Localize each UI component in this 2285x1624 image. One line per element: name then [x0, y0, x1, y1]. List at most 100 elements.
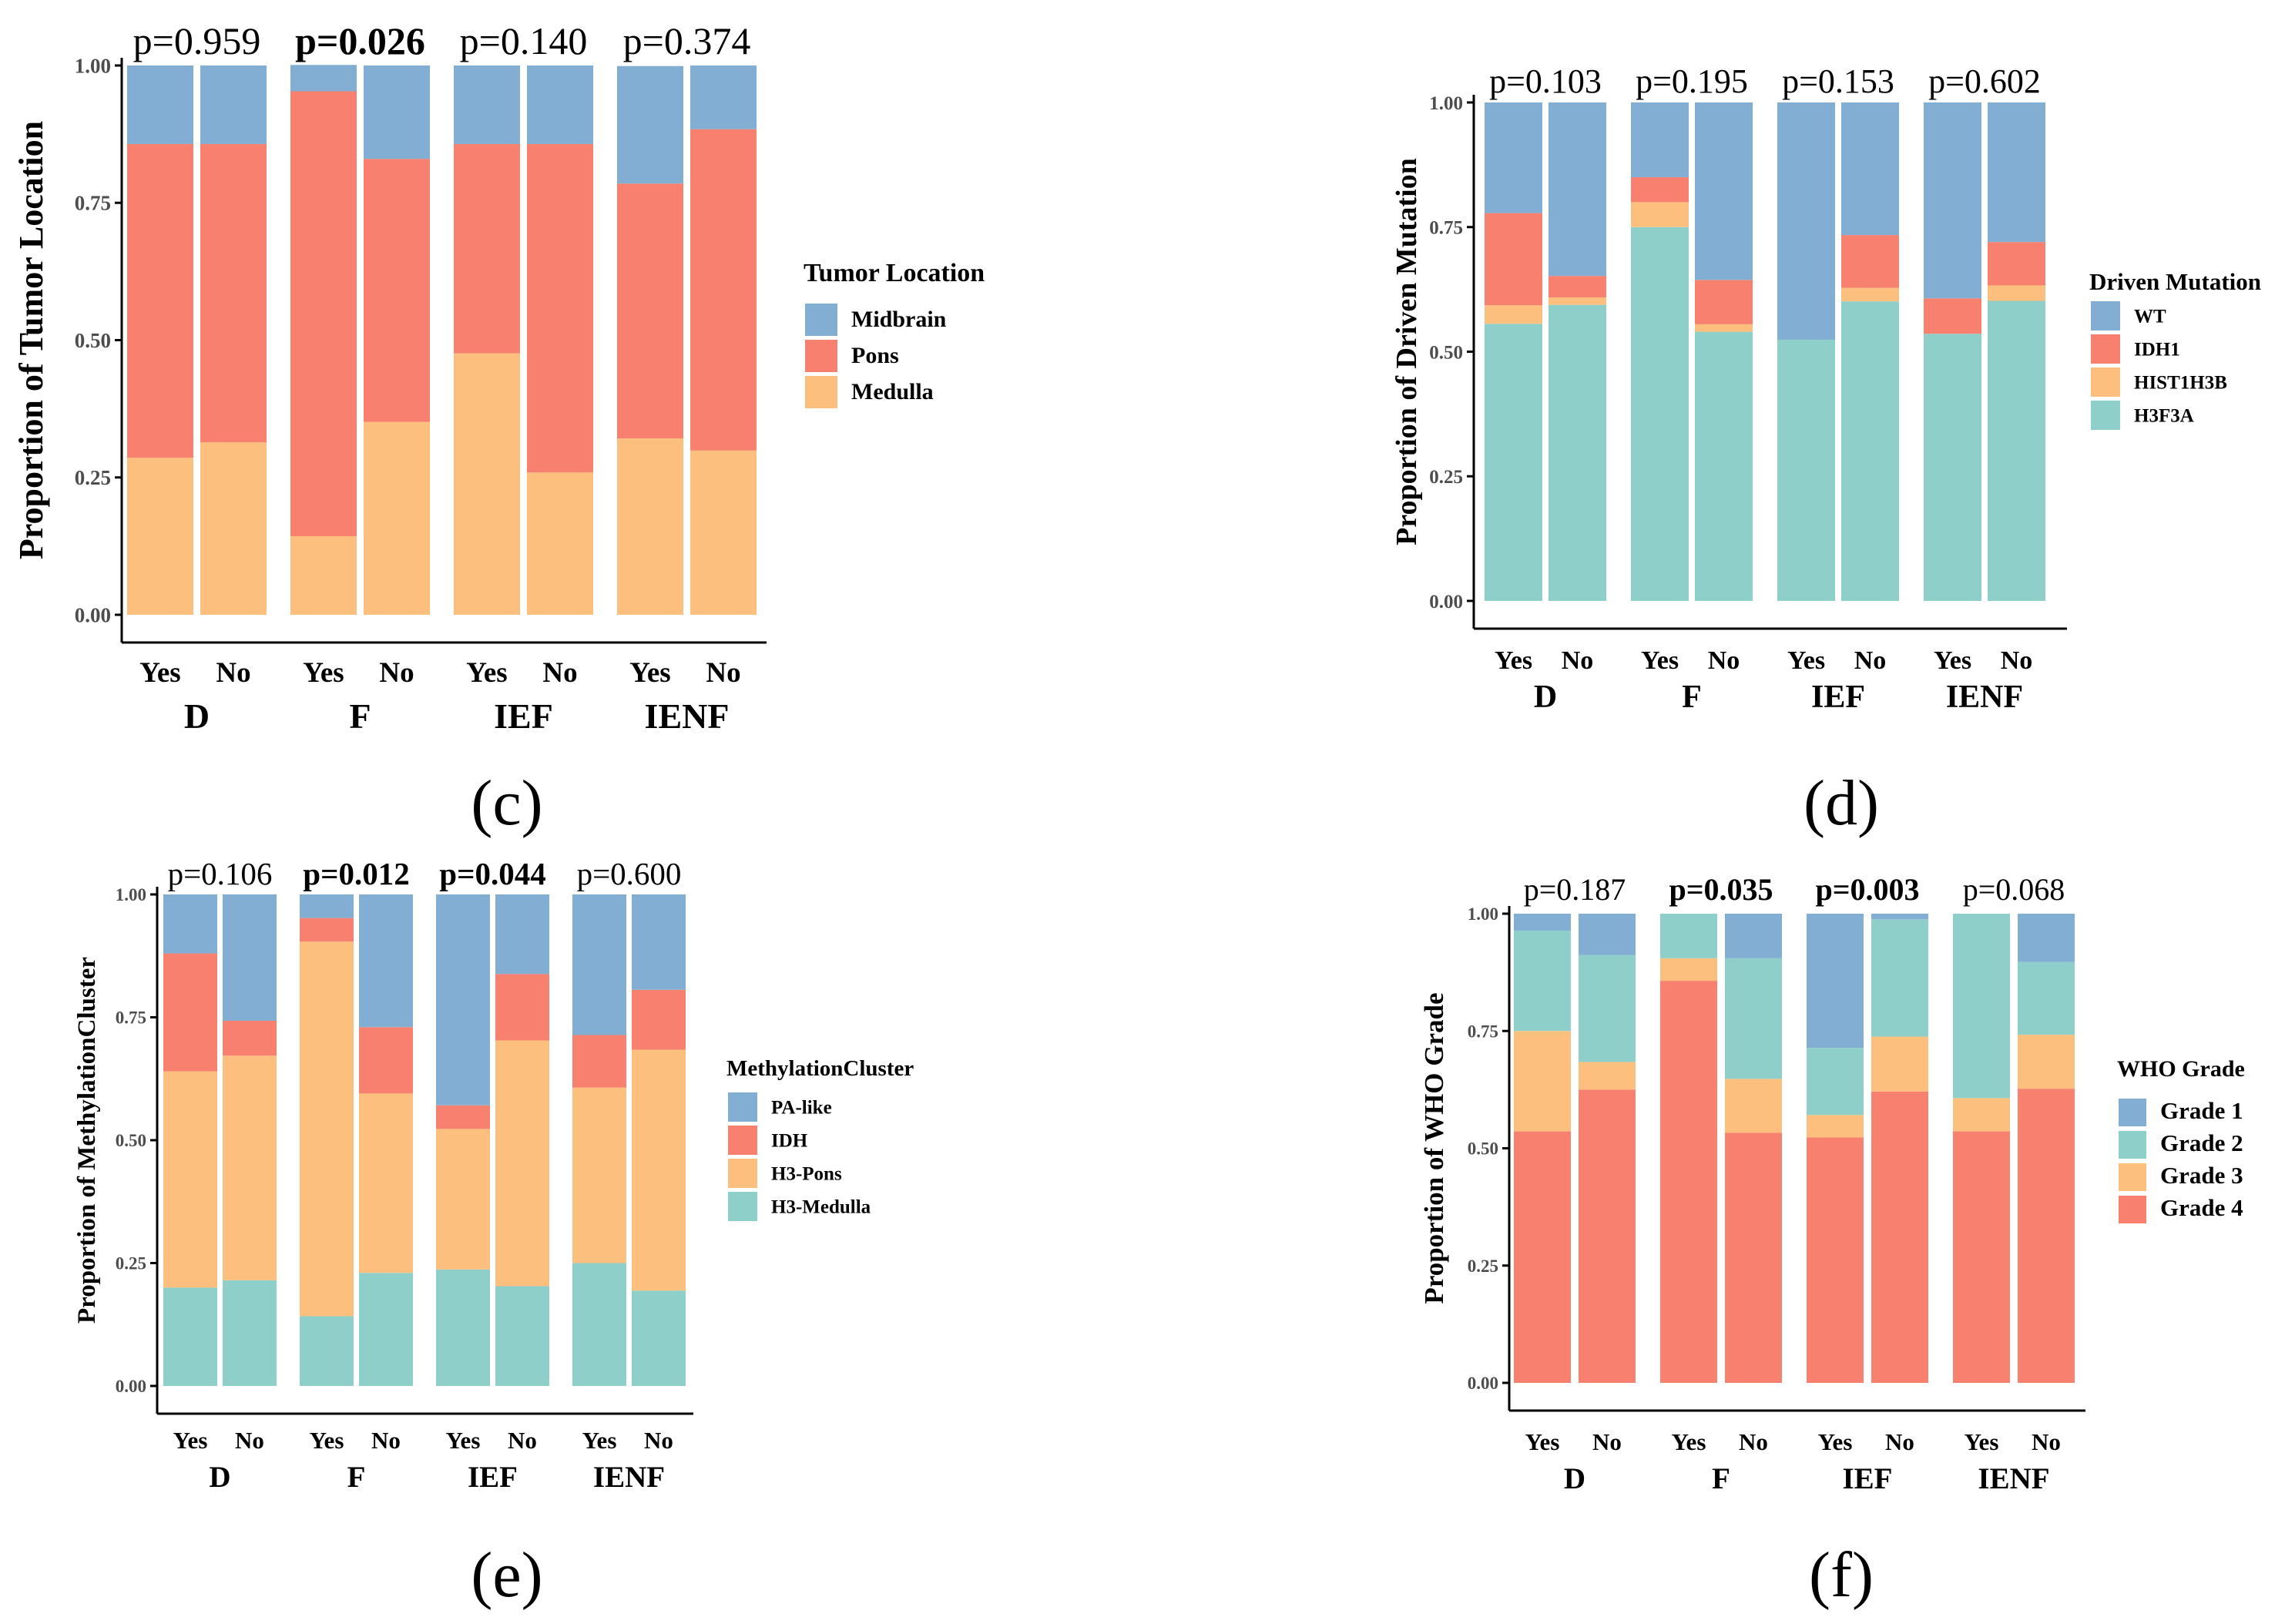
- bar-segment-grade-3: [1660, 958, 1717, 981]
- chart-panel-f: 0.00 0.25 0.50 0.75 1.00 Proportion of WHO Gr…: [1419, 872, 2245, 1495]
- bar-segment-grade-2: [1725, 958, 1782, 1079]
- bar-segment-idh: [436, 1105, 490, 1129]
- bar-segment-idh: [223, 1020, 277, 1056]
- bar-segment-grade-2: [2018, 961, 2075, 1035]
- legend-item: Midbrain: [851, 307, 947, 332]
- p-value-label: p=0.959: [133, 19, 261, 62]
- bar-segment-grade-4: [1514, 1131, 1571, 1383]
- bar-segment-grade-4: [1807, 1137, 1864, 1383]
- bar-label: No: [2032, 1428, 2061, 1455]
- bar-segment-h3f3a: [1695, 331, 1753, 601]
- bar-segment-wt: [1695, 102, 1753, 280]
- legend-swatch: [728, 1192, 757, 1221]
- y-tick-label: 0.00: [116, 1377, 146, 1396]
- y-tick-label: 0.75: [1468, 1022, 1498, 1041]
- group-label: F: [347, 1461, 366, 1494]
- legend-swatch: [805, 304, 837, 336]
- y-tick-label: 0.75: [75, 192, 111, 215]
- bar-label: Yes: [466, 657, 507, 689]
- bar-label: Yes: [1934, 646, 1971, 675]
- p-value-label: p=0.374: [623, 19, 751, 62]
- bar-segment-wt: [1777, 102, 1835, 340]
- chart-panel-d: 0.00 0.25 0.50 0.75 1.00 Proportion of Driven…: [1391, 62, 2261, 715]
- bar-segment-midbrain: [127, 65, 193, 144]
- bar-segment-wt: [1631, 102, 1689, 178]
- legend-swatch: [805, 340, 837, 372]
- bar-segment-hist1h3b: [1841, 287, 1899, 302]
- bar-label: No: [379, 657, 414, 689]
- panel-label-d: (d): [1804, 767, 1879, 839]
- bar-label: Yes: [582, 1427, 617, 1454]
- legend-item: Grade 3: [2160, 1162, 2243, 1189]
- bar-segment-h3f3a: [1924, 334, 1981, 601]
- bar-segment-grade-2: [1871, 919, 1928, 1037]
- group-label: D: [184, 696, 210, 736]
- legend-swatch: [2091, 301, 2120, 331]
- legend-item: Medulla: [851, 379, 934, 404]
- bar-segment-pons: [617, 183, 683, 439]
- bar-segment-hist1h3b: [1695, 324, 1753, 332]
- bar-segment-h3-medulla: [163, 1287, 217, 1386]
- legend-item: Pons: [851, 343, 899, 368]
- group-label: IEF: [1811, 679, 1865, 715]
- y-tick-label: 0.50: [1429, 342, 1463, 363]
- panel-label-f: (f): [1809, 1539, 1874, 1611]
- bar-label: Yes: [1818, 1428, 1853, 1455]
- bar-segment-idh: [300, 918, 354, 942]
- p-value-label: p=0.068: [1963, 872, 2065, 907]
- p-value-label: p=0.195: [1636, 62, 1748, 100]
- p-value-label: p=0.012: [303, 856, 409, 891]
- bar-segment-h3-medulla: [572, 1263, 626, 1386]
- bar-segment-grade-3: [1725, 1079, 1782, 1133]
- p-value-label: p=0.003: [1815, 872, 1919, 907]
- bar-segment-h3-pons: [572, 1087, 626, 1263]
- p-value-label: p=0.602: [1928, 62, 2041, 100]
- bar-label: No: [1885, 1428, 1914, 1455]
- bar-segment-midbrain: [617, 65, 683, 184]
- legend-item: H3F3A: [2134, 405, 2194, 426]
- legend-item: H3-Pons: [771, 1163, 842, 1184]
- panel-label-e: (e): [471, 1539, 542, 1611]
- bar-segment-medulla: [690, 450, 757, 615]
- bar-label: Yes: [303, 657, 344, 689]
- bar-segment-h3-medulla: [495, 1286, 549, 1386]
- bar-segment-pons: [454, 143, 520, 354]
- bar-segment-idh1: [1988, 242, 2045, 286]
- y-tick-label: 0.50: [1468, 1139, 1498, 1159]
- group-label: IENF: [645, 696, 730, 736]
- legend-title: Tumor Location: [804, 259, 985, 287]
- bar-label: Yes: [173, 1427, 208, 1454]
- y-tick-label: 0.00: [1429, 592, 1463, 612]
- bar-segment-h3-medulla: [632, 1290, 686, 1386]
- legend-title: Driven Mutation: [2089, 268, 2261, 295]
- legend-swatch: [2119, 1163, 2146, 1191]
- bar-segment-grade-3: [1579, 1062, 1636, 1090]
- bar-segment-pa-like: [300, 894, 354, 918]
- bar-label: Yes: [1641, 646, 1679, 675]
- p-value-label: p=0.153: [1782, 62, 1894, 100]
- bar-segment-grade-1: [2018, 914, 2075, 962]
- bar-segment-h3-medulla: [359, 1273, 413, 1386]
- y-tick-label: 0.25: [116, 1254, 146, 1273]
- y-tick-label: 0.00: [75, 603, 111, 626]
- bar-label: No: [542, 657, 577, 689]
- bar-segment-idh1: [1548, 276, 1606, 297]
- bar-segment-grade-3: [1807, 1115, 1864, 1138]
- bar-segment-medulla: [127, 458, 193, 615]
- bar-segment-pa-like: [163, 894, 217, 954]
- bar-segment-grade-4: [1660, 981, 1717, 1383]
- bar-segment-idh1: [1924, 298, 1981, 334]
- bar-segment-h3-pons: [300, 941, 354, 1317]
- bar-segment-pa-like: [359, 894, 413, 1028]
- bar-segment-hist1h3b: [1988, 285, 2045, 301]
- y-tick-label: 0.50: [116, 1131, 146, 1150]
- bar-segment-grade-1: [1871, 914, 1928, 920]
- p-value-label: p=0.103: [1489, 62, 1602, 100]
- panel-label-c: (c): [471, 767, 542, 839]
- group-label: D: [1564, 1462, 1585, 1495]
- bar-segment-grade-3: [1871, 1036, 1928, 1092]
- bar-segment-grade-2: [1807, 1048, 1864, 1116]
- bar-segment-midbrain: [290, 65, 357, 92]
- bar-segment-h3-pons: [436, 1129, 490, 1270]
- group-label: F: [1682, 679, 1702, 715]
